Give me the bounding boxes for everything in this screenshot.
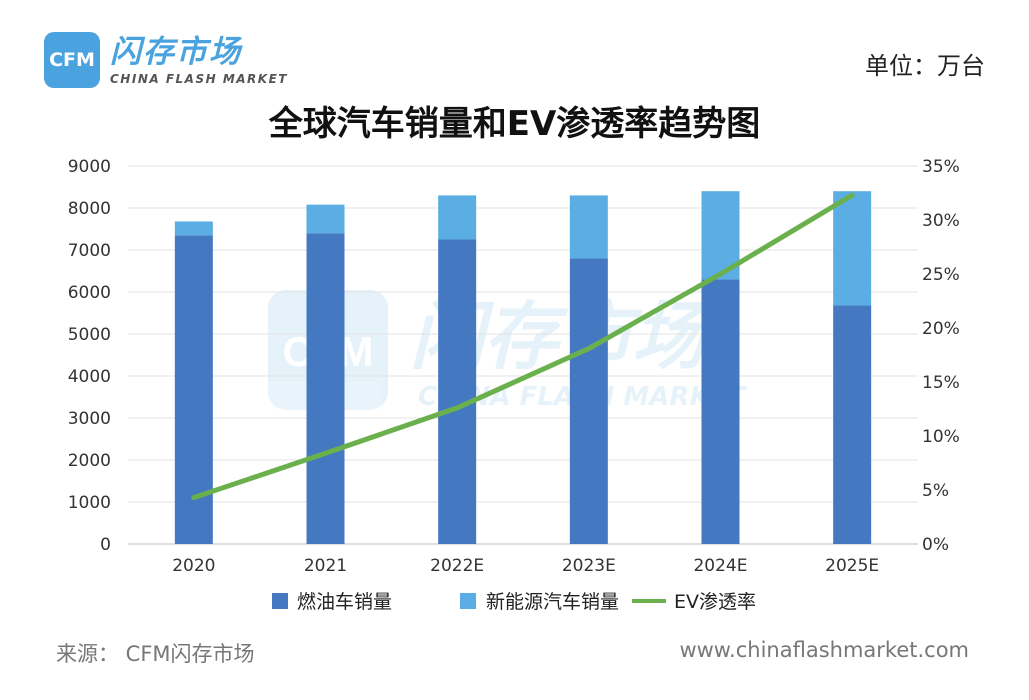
y-right-tick-label: 25% xyxy=(922,265,960,285)
x-tick-label: 2021 xyxy=(304,556,347,576)
x-tick-label: 2020 xyxy=(172,556,215,576)
source-text: 来源： CFM闪存市场 xyxy=(56,642,255,666)
x-tick-label: 2024E xyxy=(693,556,747,576)
legend-label-ev: EV渗透率 xyxy=(674,591,756,613)
y-right-tick-label: 10% xyxy=(922,427,960,447)
legend: 燃油车销量 新能源汽车销量 EV渗透率 xyxy=(272,591,756,613)
bar-fuel-2024E xyxy=(701,279,740,544)
legend-label-fuel: 燃油车销量 xyxy=(297,591,392,613)
y-left-tick-label: 9000 xyxy=(68,157,111,177)
y-right-tick-label: 20% xyxy=(922,319,960,339)
bar-fuel-2025E xyxy=(833,305,872,544)
bar-fuel-2022E xyxy=(438,239,477,544)
website-link[interactable]: www.chinaflashmarket.com xyxy=(679,638,969,662)
y-right-tick-label: 5% xyxy=(922,481,949,501)
y-left-tick-label: 4000 xyxy=(68,367,111,387)
bar-nev-2025E xyxy=(833,191,872,306)
gridlines xyxy=(128,165,918,545)
brand-name-en: CHINA FLASH MARKET xyxy=(110,72,288,86)
bar-nev-2021 xyxy=(306,204,345,234)
y-left-tick-label: 1000 xyxy=(68,493,111,513)
bar-nev-2022E xyxy=(438,195,477,240)
cfm-logo: CFM xyxy=(44,32,100,88)
x-tick-label: 2023E xyxy=(562,556,616,576)
y-left-tick-label: 7000 xyxy=(68,241,111,261)
bar-nev-2023E xyxy=(569,195,608,259)
legend-swatch-nev xyxy=(460,593,476,609)
y-left-tick-label: 0 xyxy=(100,535,111,555)
y-right-tick-label: 30% xyxy=(922,211,960,231)
bar-nev-2020 xyxy=(174,221,213,236)
legend-label-nev: 新能源汽车销量 xyxy=(486,591,619,613)
brand: CFM 闪存市场 CHINA FLASH MARKET xyxy=(44,32,288,88)
y-left-tick-label: 5000 xyxy=(68,325,111,345)
ev-penetration-line xyxy=(191,192,855,501)
y-right-tick-label: 0% xyxy=(922,535,949,555)
x-tick-label: 2022E xyxy=(430,556,484,576)
chart-title: 全球汽车销量和EV渗透率趋势图 xyxy=(268,104,761,144)
ev-line xyxy=(191,192,855,501)
bar-fuel-2023E xyxy=(569,258,608,544)
y-right-tick-label: 35% xyxy=(922,157,960,177)
y-left-tick-label: 3000 xyxy=(68,409,111,429)
y-right-tick-label: 15% xyxy=(922,373,960,393)
brand-name-cn: 闪存市场 xyxy=(110,34,242,70)
brand-text: 闪存市场 CHINA FLASH MARKET xyxy=(110,34,288,86)
bar-fuel-2021 xyxy=(306,233,345,544)
bars xyxy=(174,191,872,545)
y-left-tick-label: 6000 xyxy=(68,283,111,303)
unit-label: 单位：万台 xyxy=(865,52,985,80)
axes: 0 1000 2000 3000 4000 5000 6000 7000 8000 9000 0% 5… xyxy=(68,157,960,576)
y-left-tick-label: 8000 xyxy=(68,199,111,219)
legend-swatch-fuel xyxy=(272,593,288,609)
y-left-tick-label: 2000 xyxy=(68,451,111,471)
x-tick-label: 2025E xyxy=(825,556,879,576)
